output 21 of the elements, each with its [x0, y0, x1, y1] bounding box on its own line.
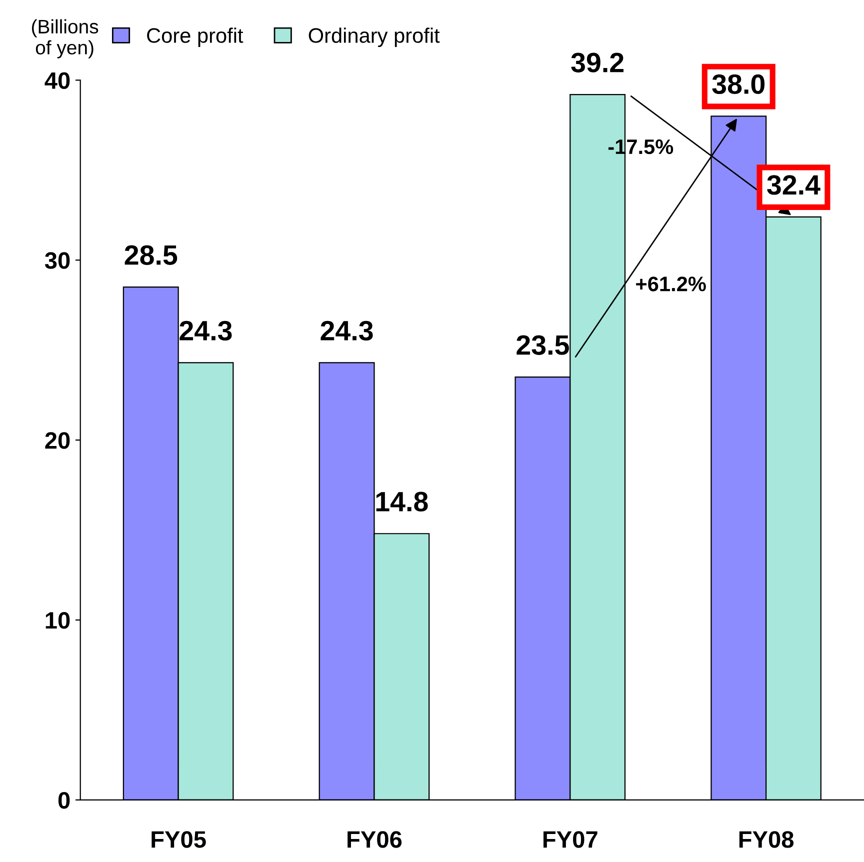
x-tick-label: FY06: [348, 831, 402, 848]
legend-label: Core profit: [147, 28, 244, 48]
data-label: 32.4: [767, 175, 820, 195]
annotation: +61.2%: [636, 276, 706, 292]
data-label: 38.0: [712, 74, 765, 94]
data-label: 39.2: [571, 52, 624, 72]
data-label: 23.5: [516, 335, 569, 355]
data-label: 14.8: [376, 492, 428, 512]
y-tick-label: 20: [45, 432, 70, 449]
x-tick-label: FY08: [739, 831, 794, 848]
legend-label: Ordinary profit: [308, 28, 440, 48]
y-tick-label: 0: [58, 792, 70, 809]
x-tick-label: FY05: [152, 831, 206, 848]
y-tick-label: 30: [44, 252, 70, 269]
y-axis-title: (Billions of yen): [32, 19, 98, 58]
x-tick-label: FY07: [543, 831, 598, 848]
y-tick-label: 40: [44, 72, 70, 89]
data-label: 24.3: [320, 320, 373, 341]
y-tick-label: 10: [46, 612, 70, 629]
data-label: 24.3: [180, 320, 232, 341]
data-label: 28.5: [124, 245, 178, 265]
